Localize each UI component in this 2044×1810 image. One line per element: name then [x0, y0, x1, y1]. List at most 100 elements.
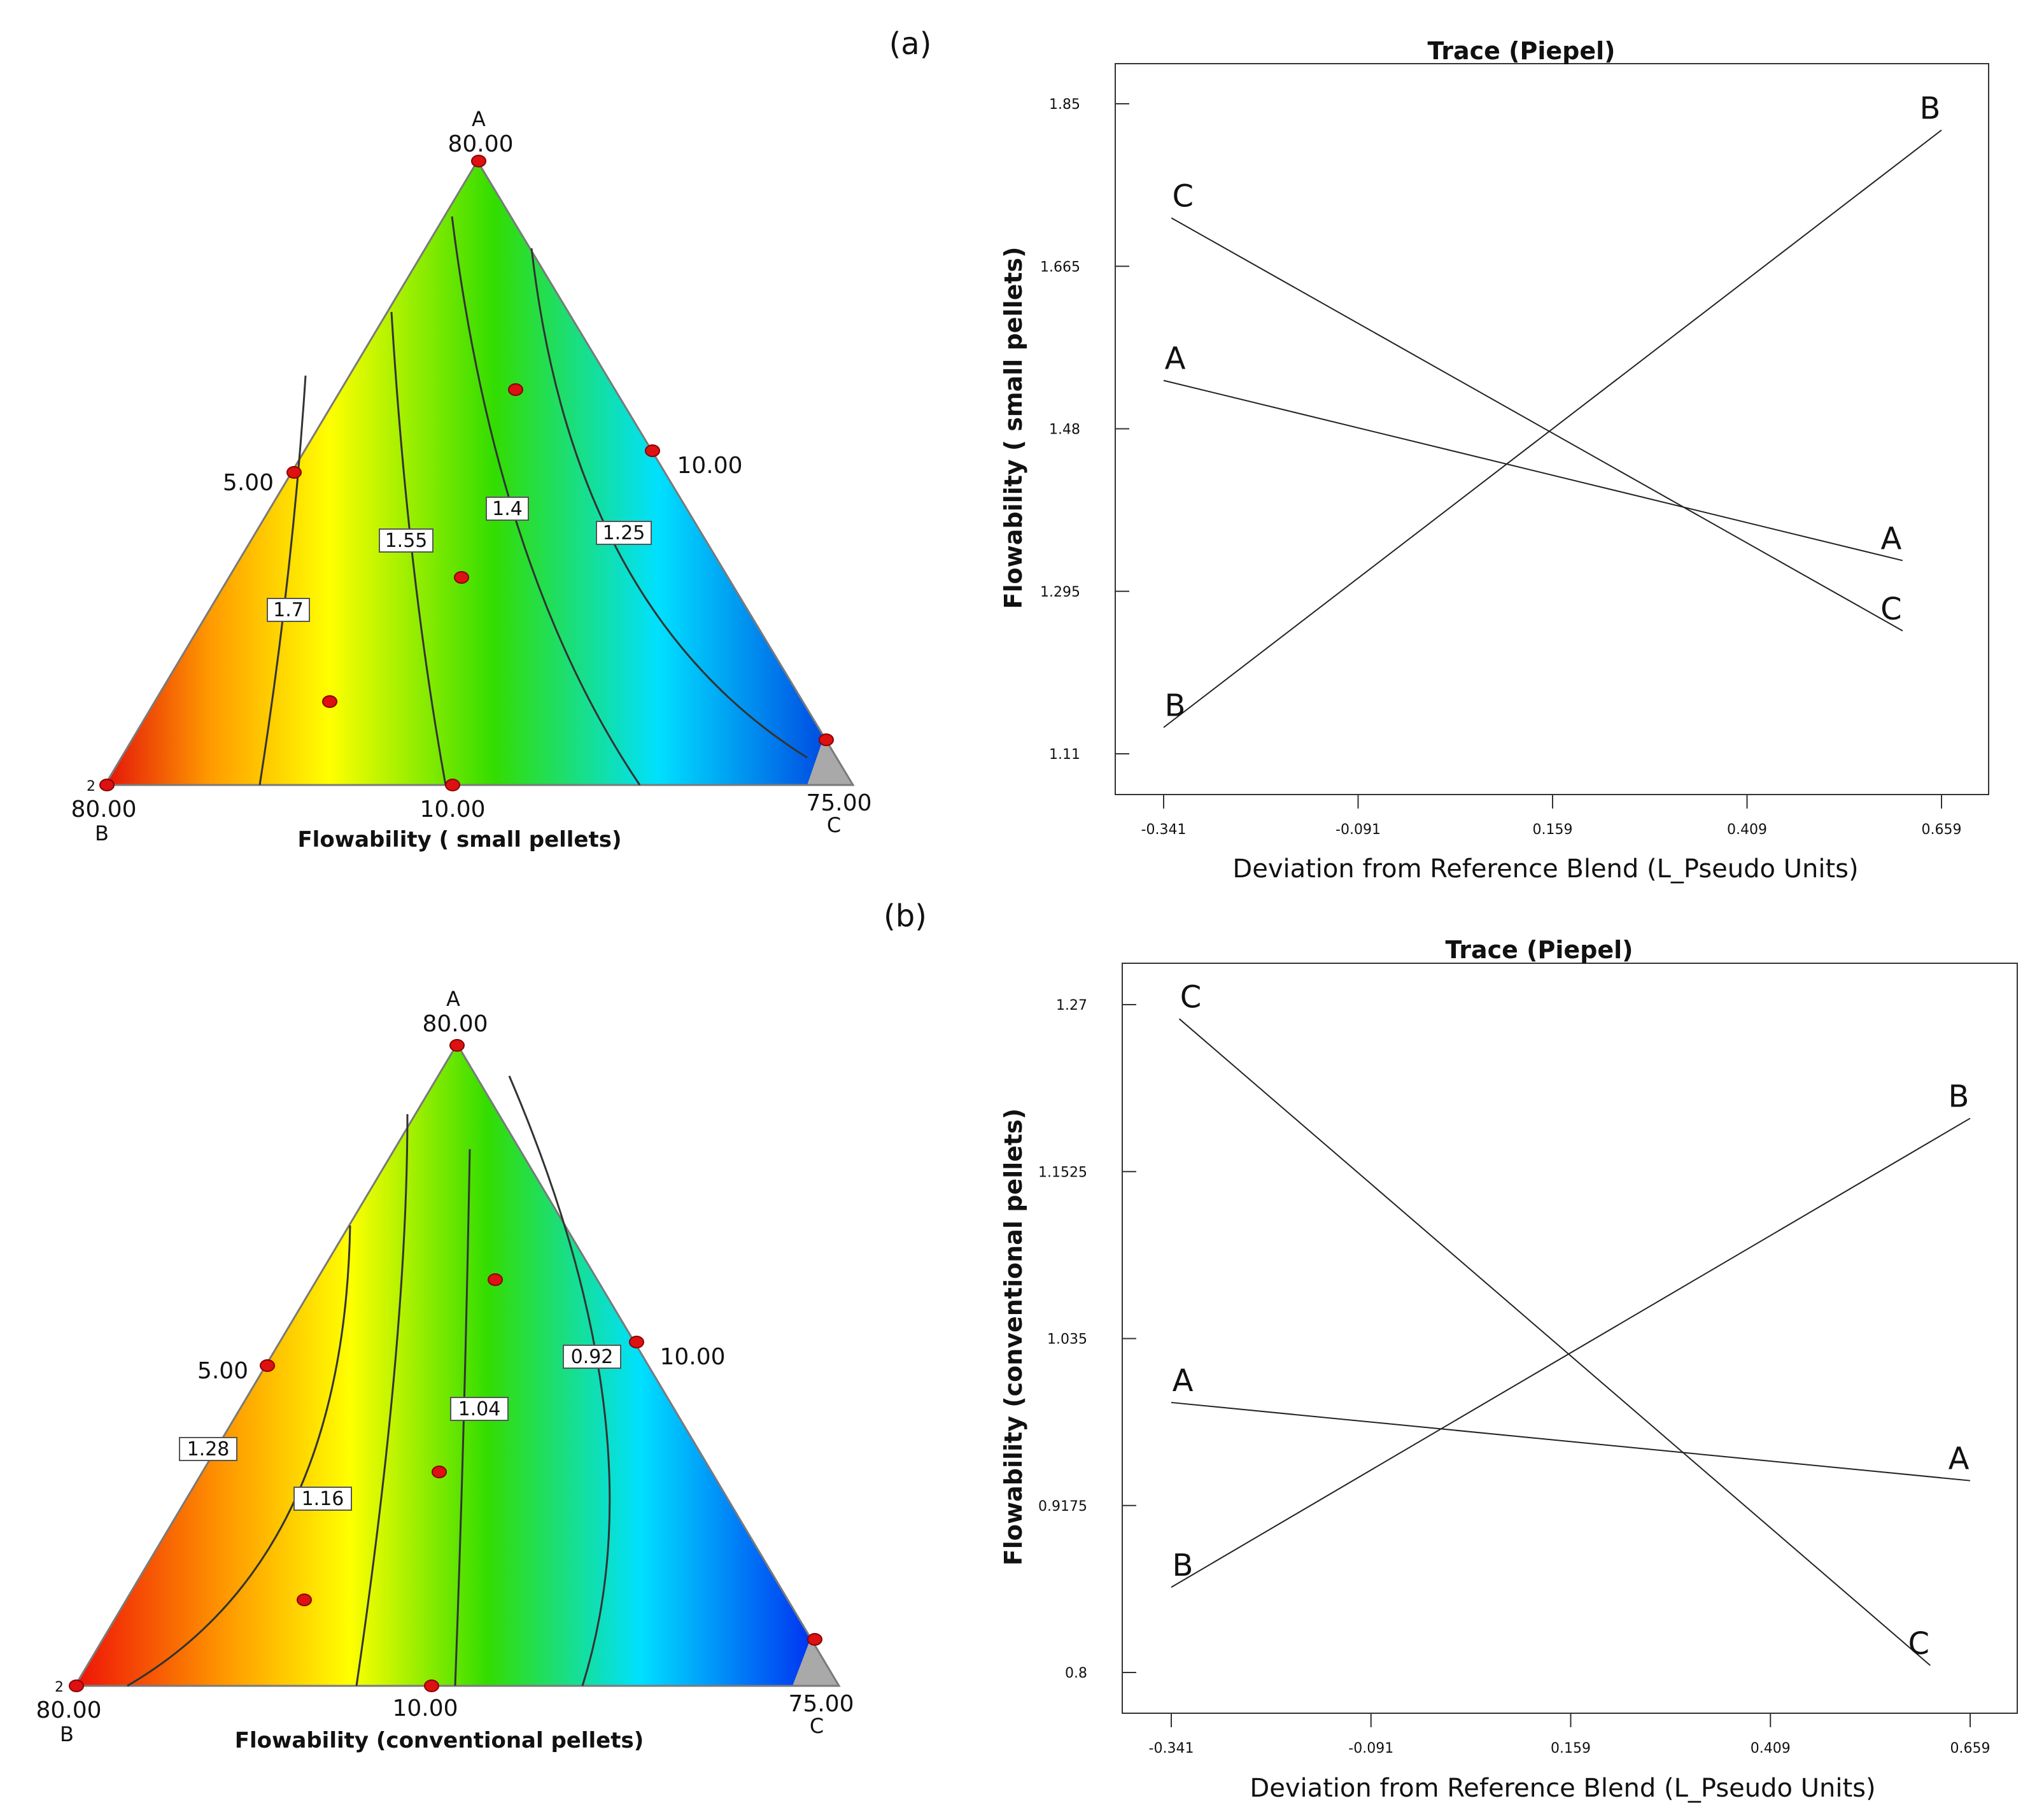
design-point: [819, 733, 834, 746]
contour-label-1-28: 1.28: [187, 1438, 230, 1460]
trace-a-ylabel: Flowability ( small pellets): [999, 247, 1027, 609]
ternary-b-contours: [127, 1075, 611, 1687]
ternary-a-right-mid: 10.00: [677, 453, 742, 479]
x-tick-label: 0.409: [1751, 1741, 1791, 1757]
y-tick-label: 1.11: [1049, 747, 1080, 763]
ternary-b-design-points: [69, 1039, 822, 1692]
series-line-a: [1163, 379, 1903, 562]
x-tick-label: -0.091: [1336, 822, 1381, 838]
series-label-end-a: A: [1880, 521, 1901, 556]
ternary-a-left-mid: 5.00: [223, 470, 274, 496]
design-point: [471, 155, 486, 167]
x-tick-label: 0.159: [1533, 822, 1573, 838]
trace-b-ylabel: Flowability (conventional pellets): [999, 1108, 1027, 1566]
ternary-a-top-name: A: [472, 107, 486, 131]
ternary-chart-a: 1.7 1.55 1.4 1.25 A 80.00 5.00 10.00 2 8…: [71, 107, 871, 852]
ternary-a-contours: [258, 216, 808, 786]
series-line-a: [1171, 1401, 1971, 1481]
series-label-end-a: A: [1949, 1441, 1970, 1477]
x-tick-label: 0.659: [1950, 1741, 1991, 1757]
design-point: [297, 1594, 312, 1606]
x-tick-label: 0.159: [1551, 1741, 1591, 1757]
y-tick-label: 1.85: [1049, 97, 1080, 113]
y-tick-label: 1.27: [1056, 998, 1087, 1014]
trace-b-marks: 0.8 0.9175 1.035 1.1525 1.27 -0.341 -0.091 0.15…: [1038, 979, 1990, 1757]
ternary-a-replicate: 2: [87, 779, 95, 795]
y-tick-label: 1.665: [1040, 259, 1080, 275]
design-point: [286, 466, 302, 479]
series-label-end-c: C: [1880, 591, 1902, 627]
contour-label-1-7: 1.7: [273, 599, 304, 621]
series-line-c: [1171, 217, 1903, 632]
design-point: [629, 1336, 644, 1348]
contour-label-1-55: 1.55: [385, 530, 428, 552]
ternary-a-left-name: B: [95, 821, 109, 845]
panel-label-a: (a): [889, 26, 932, 62]
series-label-start-c: C: [1172, 178, 1194, 214]
ternary-b-contour-labels: 1.28 1.16 1.04 0.92: [179, 1345, 621, 1511]
trace-b-xlabel: Deviation from Reference Blend (L_Pseudo…: [1250, 1774, 1875, 1803]
design-point: [807, 1633, 822, 1646]
design-point: [454, 571, 469, 584]
ternary-a-bottom-mid: 10.00: [419, 796, 485, 823]
ternary-b-xlabel: Flowability (conventional pellets): [235, 1728, 644, 1753]
ternary-a-constraint-corner: [807, 737, 853, 785]
ternary-chart-b: 1.28 1.16 1.04 0.92 A 80.00 5.00 10.00 2…: [36, 987, 854, 1753]
trace-chart-a: Trace (Piepel) Deviation from Reference …: [999, 37, 1989, 884]
contour-line-1-16: [355, 1114, 409, 1686]
series-line-b: [1163, 129, 1942, 728]
series-line-c: [1178, 1018, 1931, 1666]
contour-line-1-55: [390, 311, 447, 786]
ternary-b-right-name: C: [810, 1714, 824, 1738]
ternary-b-top-value: 80.00: [422, 1011, 488, 1037]
series-label-end-b: B: [1949, 1079, 1970, 1115]
design-point: [488, 1273, 503, 1286]
x-tick-label: 0.659: [1922, 822, 1962, 838]
series-label-start-c: C: [1180, 979, 1202, 1015]
design-point: [260, 1359, 275, 1372]
contour-label-0-92: 0.92: [571, 1346, 614, 1368]
design-point: [424, 1679, 439, 1692]
ternary-b-fill: [75, 1044, 839, 1686]
contour-label-1-25: 1.25: [603, 522, 645, 544]
y-tick-label: 1.295: [1040, 584, 1080, 600]
trace-a-marks: 1.11 1.295 1.48 1.665 1.85 -0.341 -0.091 0.159 0…: [1040, 90, 1961, 838]
ternary-b-left-name: B: [60, 1722, 74, 1746]
ternary-b-replicate: 2: [55, 1679, 64, 1695]
series-label-end-b: B: [1920, 90, 1941, 126]
design-point: [432, 1466, 447, 1478]
trace-chart-b: Trace (Piepel) Deviation from Reference …: [999, 936, 2018, 1803]
series-label-start-b: B: [1173, 1548, 1194, 1583]
ternary-b-left-value: 80.00: [36, 1697, 101, 1723]
series-label-start-a: A: [1165, 341, 1186, 377]
contour-line-1-25: [530, 248, 808, 759]
trace-b-plot-frame: [1122, 963, 2018, 1714]
design-point: [445, 779, 460, 791]
ternary-a-design-points: [99, 155, 834, 791]
series-label-start-b: B: [1165, 688, 1186, 724]
y-tick-label: 0.9175: [1038, 1499, 1087, 1515]
contour-line-1-04: [454, 1149, 471, 1686]
contour-line-0-92: [508, 1075, 611, 1686]
ternary-a-right-name: C: [827, 813, 841, 837]
trace-a-xlabel: Deviation from Reference Blend (L_Pseudo…: [1232, 854, 1858, 884]
contour-line-1-7: [258, 375, 307, 786]
contour-label-1-16: 1.16: [302, 1488, 344, 1510]
ternary-a-contour-labels: 1.7 1.55 1.4 1.25: [267, 497, 652, 622]
y-tick-label: 1.1525: [1038, 1164, 1087, 1180]
series-label-start-a: A: [1173, 1363, 1194, 1399]
series-label-end-c: C: [1908, 1626, 1929, 1662]
x-tick-label: -0.341: [1141, 822, 1187, 838]
design-point: [645, 444, 660, 457]
contour-line-1-28: [127, 1225, 351, 1687]
y-tick-label: 1.48: [1049, 422, 1080, 438]
ternary-b-top-name: A: [446, 987, 460, 1011]
x-tick-label: -0.341: [1149, 1741, 1194, 1757]
design-point: [508, 383, 523, 396]
ternary-b-bottom-mid: 10.00: [392, 1695, 458, 1722]
ternary-a-left-value: 80.00: [71, 796, 136, 823]
ternary-b-constraint-corner: [793, 1637, 839, 1686]
contour-label-1-04: 1.04: [458, 1398, 501, 1420]
panel-label-b: (b): [884, 898, 927, 934]
ternary-b-right-value: 75.00: [788, 1691, 854, 1717]
